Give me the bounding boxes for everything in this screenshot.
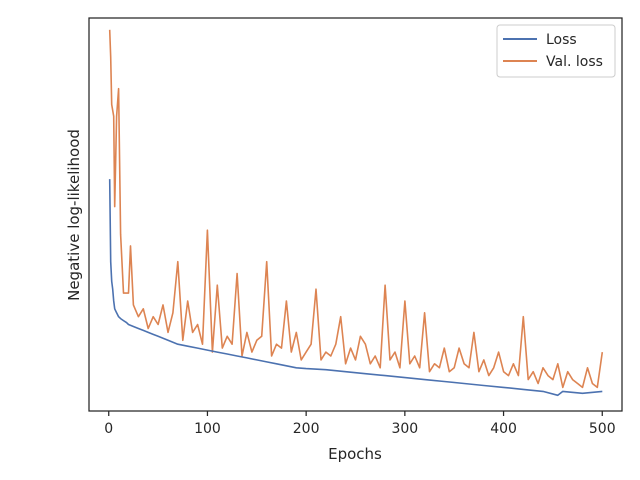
legend: Loss Val. loss xyxy=(496,24,616,78)
legend-val-loss-label: Val. loss xyxy=(546,54,603,70)
x-axis-ticks: 0 100 200 300 400 500 xyxy=(104,411,616,437)
series-line-loss xyxy=(108,179,603,397)
x-tick-label-0: 0 xyxy=(104,421,113,437)
x-axis-label: Epochs xyxy=(328,445,382,463)
axes-frame xyxy=(88,17,623,412)
x-tick-label-300: 300 xyxy=(391,421,418,437)
x-tick-label-500: 500 xyxy=(589,421,616,437)
x-tick-label-100: 100 xyxy=(194,421,221,437)
plot-area xyxy=(108,29,604,397)
series-line-val-loss xyxy=(108,29,604,389)
x-tick-label-400: 400 xyxy=(490,421,517,437)
x-tick-label-200: 200 xyxy=(293,421,320,437)
legend-loss-label: Loss xyxy=(546,32,577,48)
y-axis-label: Negative log-likelihood xyxy=(65,129,83,301)
